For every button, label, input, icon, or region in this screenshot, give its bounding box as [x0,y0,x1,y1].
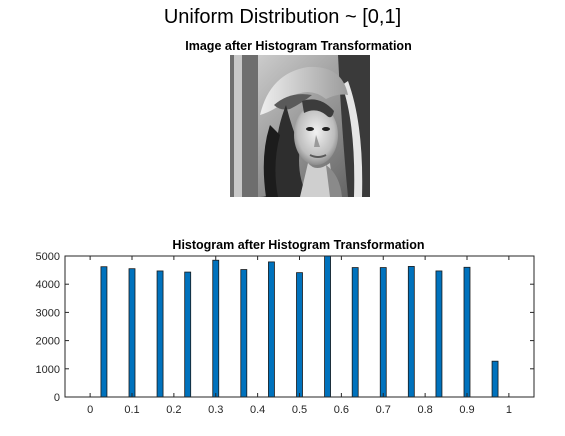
histogram-bar [435,270,443,398]
y-tick-label: 5000 [36,251,60,263]
x-tick-label: 0.6 [334,404,349,416]
x-tick-label: 0.9 [459,404,474,416]
x-tick-label: 0.2 [166,404,181,416]
histogram-bar [212,259,220,398]
histogram-title: Histogram after Histogram Transformation [172,238,425,252]
histogram-bar [407,266,415,398]
transformed-image [230,55,370,197]
x-tick-label: 0.5 [292,404,307,416]
y-tick-label: 1000 [36,364,60,376]
y-tick-label: 0 [54,392,60,404]
x-tick-label: 0 [87,404,93,416]
histogram-bar [128,268,136,398]
x-tick-label: 1 [506,404,512,416]
histogram-bar [463,266,471,398]
histogram-bar [240,269,248,398]
histogram-bar [156,270,164,398]
x-tick-label: 0.3 [208,404,223,416]
x-tick-label: 0.8 [417,404,432,416]
histogram-bar [351,267,359,398]
x-tick-label: 0.4 [250,404,265,416]
y-tick-label: 2000 [36,336,60,348]
y-tick-label: 3000 [36,307,60,319]
histogram-bar [100,266,108,398]
histogram-bar [296,272,303,398]
histogram-bar [268,261,275,398]
figure-suptitle: Uniform Distribution ~ [0,1] [163,6,402,28]
histogram-bar [491,360,499,398]
histogram-bar [184,271,192,398]
histogram-bar [324,255,331,398]
image-title: Image after Histogram Transformation [185,39,412,53]
x-tick-label: 0.7 [376,404,391,416]
histogram-bar [379,267,387,398]
y-tick-label: 4000 [36,279,60,291]
x-tick-label: 0.1 [124,404,139,416]
